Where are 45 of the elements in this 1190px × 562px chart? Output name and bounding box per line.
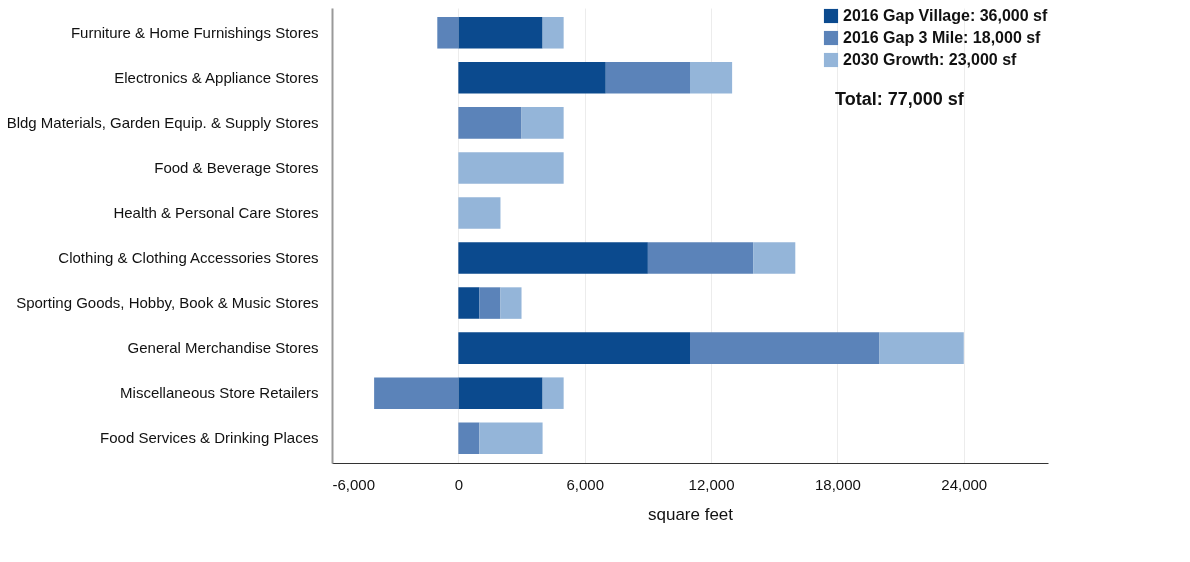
y-tick-label: General Merchandise Stores: [127, 339, 319, 357]
bar: [542, 377, 564, 409]
y-tick-label: Furniture & Home Furnishings Stores: [70, 23, 319, 41]
bar: [374, 377, 459, 409]
y-tick-label: Bldg Materials, Garden Equip. & Supply Stores: [6, 113, 319, 131]
y-tick-label: Health & Personal Care Stores: [113, 203, 319, 221]
bar: [437, 17, 459, 49]
legend-label: 2016 Gap Village: 36,000 sf: [843, 7, 1048, 24]
bar: [458, 197, 501, 229]
bar: [479, 422, 543, 454]
bar: [458, 107, 522, 139]
legend-label: 2030 Growth: 23,000 sf: [843, 51, 1018, 68]
bar: [458, 17, 543, 49]
bar: [690, 62, 733, 94]
y-tick-label: Clothing & Clothing Accessories Stores: [58, 249, 319, 267]
bar: [605, 62, 690, 94]
y-tick-label: Miscellaneous Store Retailers: [120, 384, 319, 402]
annotation: Total: 77,000 sf: [835, 89, 965, 109]
bar: [542, 17, 564, 49]
bar: [458, 332, 690, 364]
bar: [521, 107, 564, 139]
bar: [753, 242, 796, 274]
x-tick-label: -6,000: [332, 475, 376, 493]
x-tick-label: 18,000: [814, 475, 861, 493]
y-tick-label: Sporting Goods, Hobby, Book & Music Stores: [16, 294, 319, 312]
bar: [647, 242, 754, 274]
bar: [458, 287, 480, 319]
y-tick-label: Food & Beverage Stores: [154, 158, 319, 176]
x-tick-label: 12,000: [688, 475, 735, 493]
x-tick-label: 24,000: [941, 475, 988, 493]
bar: [458, 62, 606, 94]
bar: [479, 287, 501, 319]
bar: [500, 287, 522, 319]
y-tick-label: Food Services & Drinking Places: [100, 429, 319, 447]
bar: [879, 332, 964, 364]
legend-label: 2016 Gap 3 Mile: 18,000 sf: [843, 29, 1042, 46]
bar: [458, 152, 564, 184]
bar: [458, 377, 543, 409]
y-tick-label: Electronics & Appliance Stores: [114, 68, 319, 86]
x-tick-label: 0: [454, 475, 464, 493]
bar: [690, 332, 880, 364]
x-axis-title: square feet: [647, 504, 734, 524]
x-tick-label: 6,000: [566, 475, 604, 493]
bar: [458, 422, 480, 454]
bar: [458, 242, 648, 274]
